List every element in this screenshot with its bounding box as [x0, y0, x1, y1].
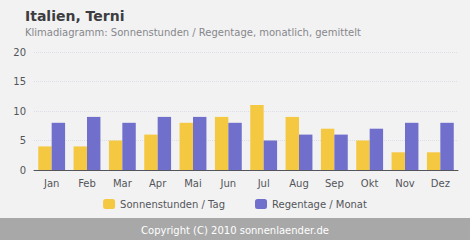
svg-text:Jan: Jan — [43, 178, 59, 189]
svg-text:Mai: Mai — [184, 178, 202, 189]
svg-text:Jun: Jun — [220, 178, 237, 189]
svg-text:20: 20 — [13, 47, 26, 58]
svg-text:Sonnenstunden / Tag: Sonnenstunden / Tag — [120, 199, 225, 210]
svg-text:Jul: Jul — [257, 178, 270, 189]
svg-text:Okt: Okt — [361, 178, 379, 189]
svg-text:Mar: Mar — [113, 178, 133, 189]
svg-text:15: 15 — [13, 76, 26, 87]
svg-text:Regentage / Monat: Regentage / Monat — [272, 199, 367, 210]
svg-text:Copyright (C) 2010 sonnenlaend: Copyright (C) 2010 sonnenlaender.de — [141, 225, 329, 236]
svg-text:5: 5 — [20, 135, 26, 146]
svg-text:Apr: Apr — [149, 178, 167, 189]
svg-text:10: 10 — [13, 106, 26, 117]
svg-text:Sep: Sep — [325, 178, 344, 189]
svg-text:Nov: Nov — [395, 178, 415, 189]
svg-text:0: 0 — [20, 165, 26, 176]
svg-text:Aug: Aug — [289, 178, 309, 189]
svg-text:Dez: Dez — [431, 178, 450, 189]
svg-text:Feb: Feb — [78, 178, 96, 189]
svg-text:Klimadiagramm: Sonnenstunden /: Klimadiagramm: Sonnenstunden / Regentage… — [25, 27, 361, 38]
svg-text:Italien, Terni: Italien, Terni — [25, 8, 124, 24]
